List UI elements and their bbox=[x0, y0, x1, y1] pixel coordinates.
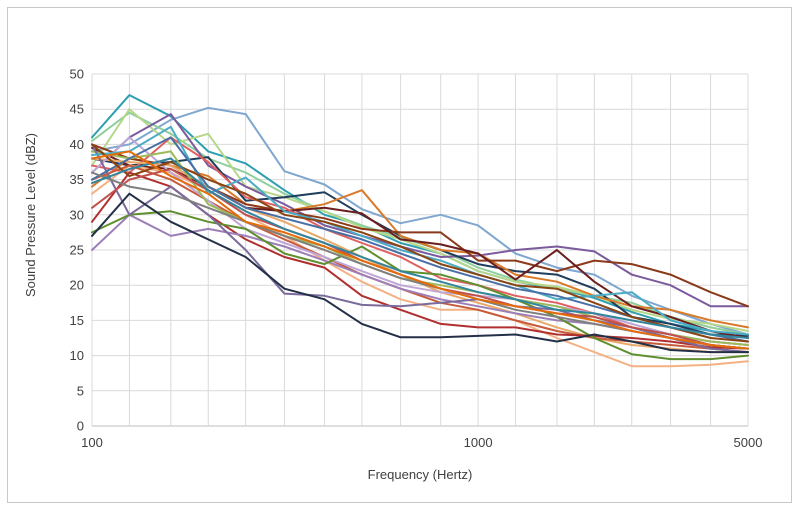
series-line-12 bbox=[91, 164, 749, 368]
y-tick-label: 50 bbox=[70, 67, 84, 82]
series-line-2 bbox=[91, 94, 749, 339]
axes: 0 5 10 15 20 25 30 35 40 45 50 100 1000 5000 bbox=[70, 67, 763, 451]
y-tick-label: 20 bbox=[70, 278, 84, 293]
y-tick-label: 35 bbox=[70, 172, 84, 187]
y-tick-label: 5 bbox=[77, 383, 84, 398]
x-tick-label: 1000 bbox=[464, 435, 493, 450]
series-line-17 bbox=[91, 210, 749, 361]
series-lines bbox=[91, 94, 749, 368]
chart-container: 0 5 10 15 20 25 30 35 40 45 50 100 1000 5000 Sound Pr… bbox=[7, 7, 792, 503]
x-axis-title: Frequency (Hertz) bbox=[368, 467, 473, 482]
y-tick-label: 15 bbox=[70, 313, 84, 328]
series-line-5 bbox=[91, 113, 749, 308]
x-tick-label: 100 bbox=[81, 435, 103, 450]
grid bbox=[91, 73, 749, 427]
y-axis-title: Sound Pressure Level (dBZ) bbox=[23, 133, 38, 297]
series-line-20 bbox=[91, 192, 749, 354]
y-tick-label: 30 bbox=[70, 207, 84, 222]
series-line-7 bbox=[91, 157, 749, 329]
y-tick-label: 25 bbox=[70, 243, 84, 258]
series-line-23 bbox=[91, 143, 749, 343]
y-tick-label: 45 bbox=[70, 102, 84, 117]
y-tick-label: 0 bbox=[77, 419, 84, 434]
x-tick-label: 5000 bbox=[734, 435, 763, 450]
series-line-4 bbox=[91, 108, 749, 332]
series-line-26 bbox=[91, 157, 749, 339]
y-tick-label: 40 bbox=[70, 137, 84, 152]
line-chart: 0 5 10 15 20 25 30 35 40 45 50 100 1000 5000 Sound Pr… bbox=[23, 67, 763, 483]
series-line-27 bbox=[91, 150, 749, 350]
y-tick-label: 10 bbox=[70, 348, 84, 363]
